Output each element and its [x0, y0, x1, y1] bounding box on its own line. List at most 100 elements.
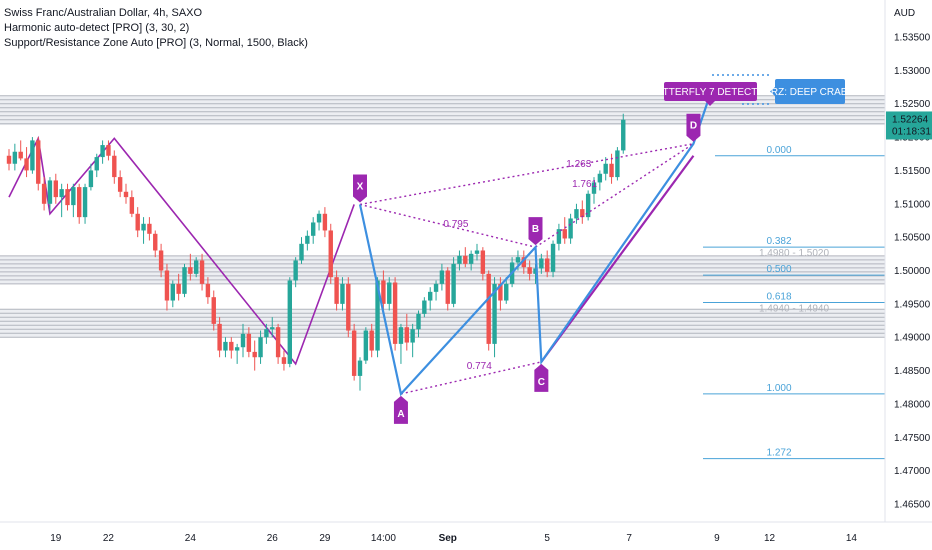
candle-body [30, 140, 35, 171]
candle-body [346, 283, 351, 331]
time-axis[interactable]: 19 22 24 26 29 14:00 Sep 5 7 9 12 14 [0, 521, 932, 544]
candle [199, 253, 205, 291]
candle [94, 153, 99, 178]
candle [135, 207, 140, 238]
ratio-label: 1.761 [572, 179, 597, 190]
candle [12, 143, 18, 171]
candle-body [527, 267, 532, 274]
candle [351, 323, 357, 381]
price-tick-label: 1.46500 [894, 500, 931, 511]
ratio-label: 1.263 [566, 159, 591, 170]
symbol-title[interactable]: Swiss Franc/Australian Dollar, 4h, SAXO [4, 7, 203, 19]
candle-body [293, 260, 298, 281]
candle [112, 150, 117, 184]
indicator-sr-zones[interactable]: Support/Resistance Zone Auto [PRO] (3, N… [4, 37, 308, 49]
candle-body [182, 267, 187, 294]
candle [123, 183, 129, 204]
candle [334, 270, 339, 311]
candle-body [603, 163, 608, 174]
indicator-harmonic[interactable]: Harmonic auto-detect [PRO] (3, 30, 2) [4, 22, 190, 34]
candle-body [211, 297, 216, 324]
candle-body [615, 150, 620, 178]
candle-body [445, 270, 450, 304]
candle [88, 163, 94, 191]
candle [53, 173, 58, 204]
ratio-line-BD [535, 143, 694, 248]
candle-body [106, 145, 111, 156]
candle [574, 203, 579, 224]
candle-body [533, 268, 538, 274]
candle-body [53, 180, 58, 198]
candle-body [422, 300, 427, 314]
candle-body [474, 250, 480, 254]
candle [176, 273, 181, 301]
price-axis[interactable]: AUD1.535001.530001.525001.520001.515001.… [884, 0, 932, 550]
candle-body [387, 282, 392, 304]
candle-body [357, 360, 363, 376]
ratio-line-XB [359, 203, 536, 248]
time-tick-label: 22 [103, 533, 115, 544]
candle [234, 343, 240, 364]
candle-body [428, 291, 433, 301]
candle-body [305, 235, 310, 244]
time-tick-label: 24 [185, 533, 197, 544]
fib-label-0.618: 0.618 [766, 292, 791, 303]
candle-body [47, 180, 53, 204]
candle-body [252, 351, 257, 358]
candle-body [199, 260, 205, 284]
price-tick-label: 1.53500 [894, 33, 931, 44]
candle-body [24, 158, 29, 171]
candle-body [404, 327, 409, 343]
candle-body [521, 257, 526, 268]
candle-body [311, 222, 316, 236]
marker-label: B [532, 224, 539, 235]
price-tick-label: 1.51500 [894, 166, 931, 177]
last-price-box [886, 111, 932, 140]
candle-body [468, 253, 474, 264]
prz-tag: PRZ: DEEP CRAB 7 [712, 74, 856, 105]
point-marker-A: A [393, 395, 408, 424]
candle-body [334, 277, 339, 304]
candle [316, 210, 322, 231]
time-tick-label: 14 [846, 533, 858, 544]
price-tick-label: 1.52500 [894, 99, 931, 110]
candle [100, 140, 105, 164]
point-marker-X: X [353, 174, 367, 203]
candle [24, 147, 29, 178]
candle-body [176, 283, 181, 294]
marker-label: C [538, 377, 545, 388]
candle [246, 327, 252, 358]
candle [147, 217, 152, 241]
candle-body [363, 330, 369, 361]
candle [621, 113, 626, 154]
candle-body [439, 270, 445, 284]
candle-body [545, 258, 550, 272]
candle-body [147, 223, 152, 234]
marker-label: A [397, 409, 404, 420]
candle-body [451, 263, 456, 304]
candle-body [480, 250, 486, 274]
candle-body [77, 187, 82, 218]
point-marker-C: C [534, 363, 549, 392]
candle [65, 183, 70, 211]
candle [211, 290, 216, 331]
point-marker-D: D [686, 113, 701, 142]
candle [603, 157, 608, 181]
marker-shape [528, 217, 543, 246]
candle [322, 207, 328, 238]
candle-body [287, 280, 292, 364]
candle-body [234, 347, 240, 351]
fib-label-0.500: 0.500 [766, 264, 791, 275]
candle-body [433, 283, 439, 292]
candle [311, 217, 316, 244]
candle [240, 323, 246, 358]
cd-leg-purple [540, 155, 695, 363]
candle [340, 277, 345, 311]
candle-body [281, 357, 287, 364]
candle [77, 183, 82, 224]
candle-body [328, 230, 333, 278]
fib-range-0.618: 1.4940 - 1.4940 [759, 304, 829, 315]
